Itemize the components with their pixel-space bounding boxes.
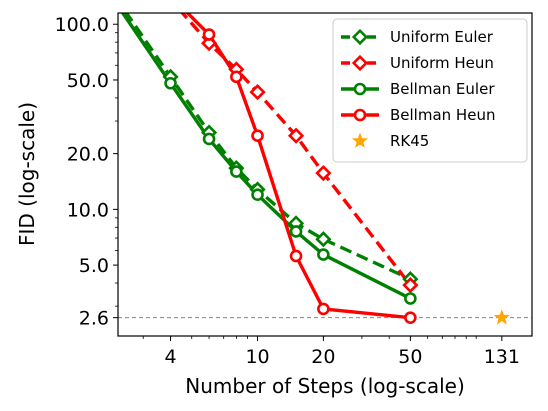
legend-box (332, 18, 528, 163)
y-axis-label: FID (log-scale) (15, 102, 39, 246)
point-bellman-heun-20 (317, 302, 330, 316)
point-rk45-131 (493, 309, 510, 325)
legend-marker-bellman-heun (353, 108, 367, 122)
x-tick-label: 10 (245, 346, 269, 368)
legend-marker-bellman-euler (353, 82, 367, 96)
point-bellman-euler-20 (317, 248, 330, 261)
legend-label-bellman-heun: Bellman Heun (390, 106, 495, 124)
series-line-uniform-euler (124, 13, 412, 281)
point-uniform-euler-20 (315, 231, 332, 248)
point-uniform-heun-20 (315, 165, 332, 182)
legend-label-uniform-euler: Uniform Euler (390, 28, 494, 46)
point-uniform-heun-6 (200, 35, 218, 52)
legend-label-rk45: RK45 (390, 132, 429, 150)
y-tick-label: 5.0 (79, 255, 109, 277)
x-tick-label: 4 (164, 346, 176, 368)
point-bellman-heun-15 (289, 249, 303, 263)
y-tick-label: 50.0 (67, 70, 109, 92)
legend-marker-uniform-heun (351, 54, 369, 72)
point-bellman-heun-10 (251, 129, 264, 142)
x-tick-label: 50 (398, 346, 422, 368)
point-bellman-heun-6 (202, 28, 216, 41)
x-tick-label: 131 (484, 346, 520, 368)
point-bellman-euler-50 (404, 292, 417, 305)
legend-label-bellman-euler: Bellman Euler (390, 80, 495, 98)
point-bellman-euler-15 (289, 225, 303, 238)
y-tick-label: 20.0 (67, 144, 109, 166)
x-tick-label: 20 (311, 346, 335, 368)
point-bellman-heun-8 (230, 70, 243, 84)
point-bellman-euler-4 (164, 76, 177, 90)
point-bellman-euler-6 (202, 132, 216, 146)
point-bellman-heun-50 (404, 311, 417, 324)
legend-marker-rk45 (352, 132, 368, 148)
y-tick-label: 10.0 (67, 199, 109, 221)
legend-marker-uniform-euler (351, 28, 369, 46)
point-uniform-heun-10 (249, 84, 266, 101)
x-axis-label: Number of Steps (log-scale) (185, 374, 465, 398)
y-tick-label: 100.0 (55, 14, 109, 36)
point-uniform-heun-15 (287, 127, 305, 144)
legend: Uniform Euler Uniform Heun Bellman Euler Be… (332, 18, 528, 163)
y-tick-label: 2.6 (79, 308, 109, 330)
point-bellman-euler-10 (251, 188, 264, 202)
point-bellman-euler-8 (230, 165, 243, 178)
plot-area-frame (117, 12, 533, 337)
legend-label-uniform-heun: Uniform Heun (390, 54, 494, 72)
point-uniform-heun-50 (402, 276, 419, 294)
